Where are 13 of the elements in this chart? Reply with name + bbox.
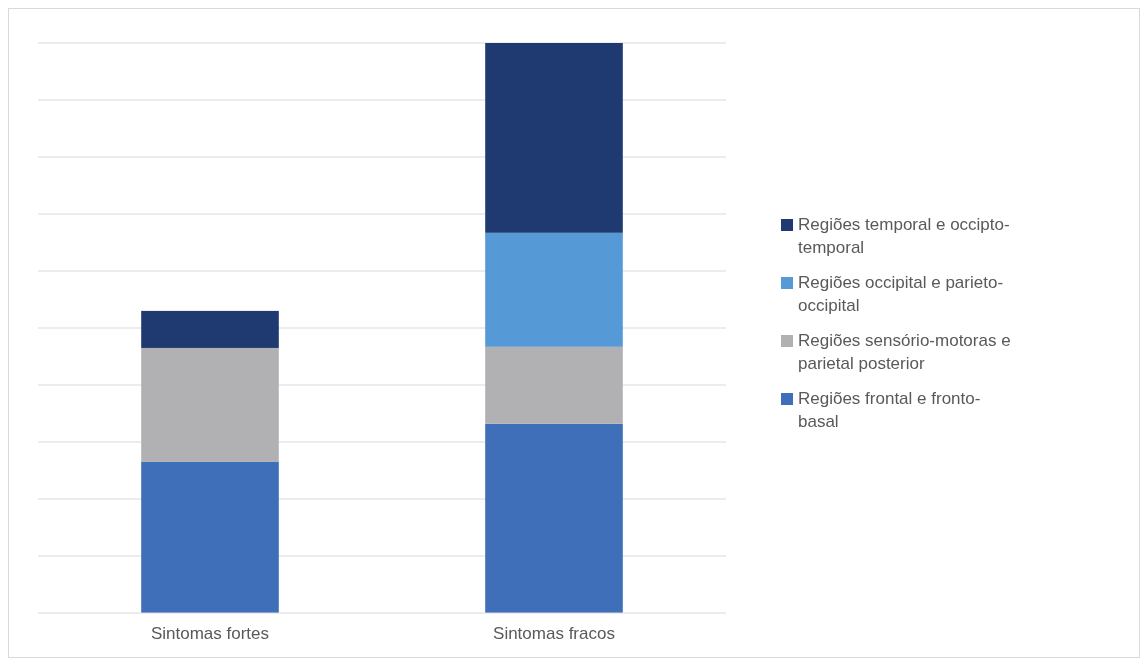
bar: [485, 43, 623, 233]
legend-label: Regiões frontal e fronto-basal: [798, 389, 981, 431]
bar: [141, 347, 279, 462]
x-tick-label: Sintomas fortes: [150, 624, 270, 643]
x-tick-label: Sintomas fracos: [493, 624, 615, 643]
bar: [485, 232, 623, 347]
legend-label: Regiões occipital e parieto-occipital: [798, 273, 1004, 315]
legend-label: Regiões temporal e occipto-temporal: [798, 215, 1010, 257]
bar: [485, 346, 623, 424]
legend-label: Regiões sensório-motoras e parietal posterior: [798, 331, 1011, 373]
bar: [485, 423, 623, 613]
bar: [141, 461, 279, 613]
bar: [141, 310, 279, 348]
